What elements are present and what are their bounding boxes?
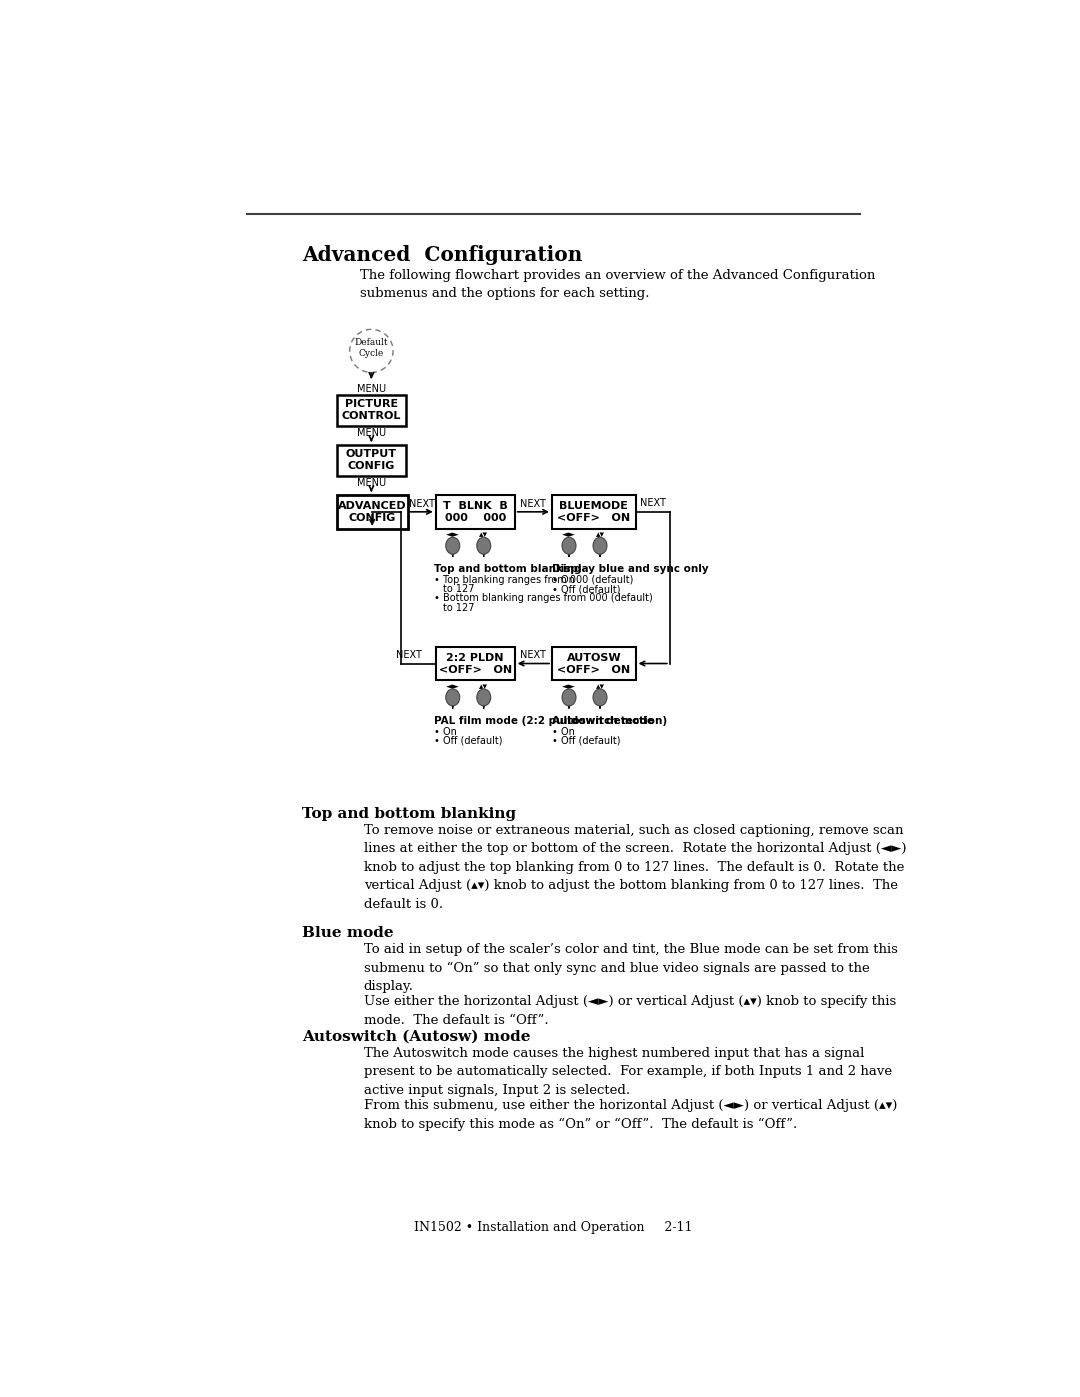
Text: Autoswitch mode: Autoswitch mode [552, 715, 654, 726]
Text: • Off (default): • Off (default) [552, 584, 620, 594]
Text: Autoswitch (Autosw) mode: Autoswitch (Autosw) mode [301, 1030, 530, 1044]
Text: T  BLNK  B: T BLNK B [443, 502, 508, 511]
FancyBboxPatch shape [552, 647, 636, 680]
Text: <OFF>   ON: <OFF> ON [557, 513, 631, 522]
Text: • Bottom blanking ranges from 000 (default): • Bottom blanking ranges from 000 (defau… [434, 594, 653, 604]
Text: ◄►: ◄► [446, 531, 460, 539]
Text: NEXT: NEXT [395, 650, 421, 659]
Text: ◄►: ◄► [446, 682, 460, 692]
Text: OUTPUT
CONFIG: OUTPUT CONFIG [346, 448, 396, 471]
FancyBboxPatch shape [337, 495, 408, 529]
Ellipse shape [562, 538, 576, 555]
Ellipse shape [476, 538, 490, 555]
Text: NEXT: NEXT [639, 497, 665, 509]
Text: to 127: to 127 [444, 602, 475, 613]
Text: NEXT: NEXT [521, 499, 546, 509]
Text: NEXT: NEXT [521, 651, 546, 661]
Text: • On: • On [552, 576, 575, 585]
Text: To aid in setup of the scaler’s color and tint, the Blue mode can be set from th: To aid in setup of the scaler’s color an… [364, 943, 897, 993]
Ellipse shape [476, 689, 490, 705]
Text: • Off (default): • Off (default) [552, 736, 620, 746]
Text: MENU: MENU [356, 478, 386, 488]
Text: NEXT: NEXT [409, 499, 434, 509]
Text: MENU: MENU [356, 384, 386, 394]
Text: <OFF>   ON: <OFF> ON [557, 665, 631, 675]
Text: Display blue and sync only: Display blue and sync only [552, 564, 708, 574]
Text: BLUEMODE: BLUEMODE [559, 502, 629, 511]
FancyBboxPatch shape [552, 495, 636, 529]
Text: PICTURE
CONTROL: PICTURE CONTROL [341, 400, 401, 422]
Ellipse shape [593, 689, 607, 705]
Ellipse shape [446, 538, 460, 555]
Text: • Top blanking ranges from 000 (default): • Top blanking ranges from 000 (default) [434, 576, 634, 585]
Text: ▴▾: ▴▾ [480, 682, 488, 692]
Text: To remove noise or extraneous material, such as closed captioning, remove scan
l: To remove noise or extraneous material, … [364, 824, 906, 911]
Text: The Autoswitch mode causes the highest numbered input that has a signal
present : The Autoswitch mode causes the highest n… [364, 1046, 892, 1097]
Ellipse shape [593, 538, 607, 555]
Text: The following flowchart provides an overview of the Advanced Configuration
subme: The following flowchart provides an over… [360, 270, 875, 300]
Text: Use either the horizontal Adjust (◄►) or vertical Adjust (▴▾) knob to specify th: Use either the horizontal Adjust (◄►) or… [364, 996, 896, 1027]
Text: 000    000: 000 000 [445, 513, 505, 522]
Text: Advanced  Configuration: Advanced Configuration [301, 244, 582, 264]
Text: ADVANCED
CONFIG: ADVANCED CONFIG [338, 500, 406, 522]
Text: Default
Cycle: Default Cycle [354, 338, 388, 358]
Text: to 127: to 127 [444, 584, 475, 594]
Text: IN1502 • Installation and Operation     2-11: IN1502 • Installation and Operation 2-11 [415, 1221, 692, 1234]
Text: Top and bottom blanking: Top and bottom blanking [434, 564, 582, 574]
Ellipse shape [562, 689, 576, 705]
FancyBboxPatch shape [337, 395, 406, 426]
Text: ▴▾: ▴▾ [595, 682, 605, 692]
FancyBboxPatch shape [337, 444, 406, 475]
Text: ◄►: ◄► [562, 531, 576, 539]
Text: ▴▾: ▴▾ [480, 531, 488, 539]
Text: Blue mode: Blue mode [301, 926, 393, 940]
Text: <OFF>   ON: <OFF> ON [438, 665, 512, 675]
Text: AUTOSW: AUTOSW [567, 654, 621, 664]
Text: ◄►: ◄► [562, 682, 576, 692]
Ellipse shape [446, 689, 460, 705]
Text: 2:2 PLDN: 2:2 PLDN [446, 654, 504, 664]
FancyBboxPatch shape [435, 495, 515, 529]
Text: MENU: MENU [356, 427, 386, 437]
Text: • On: • On [434, 726, 457, 736]
Text: • On: • On [552, 726, 575, 736]
Text: ▴▾: ▴▾ [595, 531, 605, 539]
Text: From this submenu, use either the horizontal Adjust (◄►) or vertical Adjust (▴▾): From this submenu, use either the horizo… [364, 1099, 897, 1132]
Text: PAL film mode (2:2 pulldown detection): PAL film mode (2:2 pulldown detection) [434, 715, 667, 726]
Text: Top and bottom blanking: Top and bottom blanking [301, 806, 516, 821]
Text: • Off (default): • Off (default) [434, 736, 502, 746]
FancyBboxPatch shape [435, 647, 515, 680]
